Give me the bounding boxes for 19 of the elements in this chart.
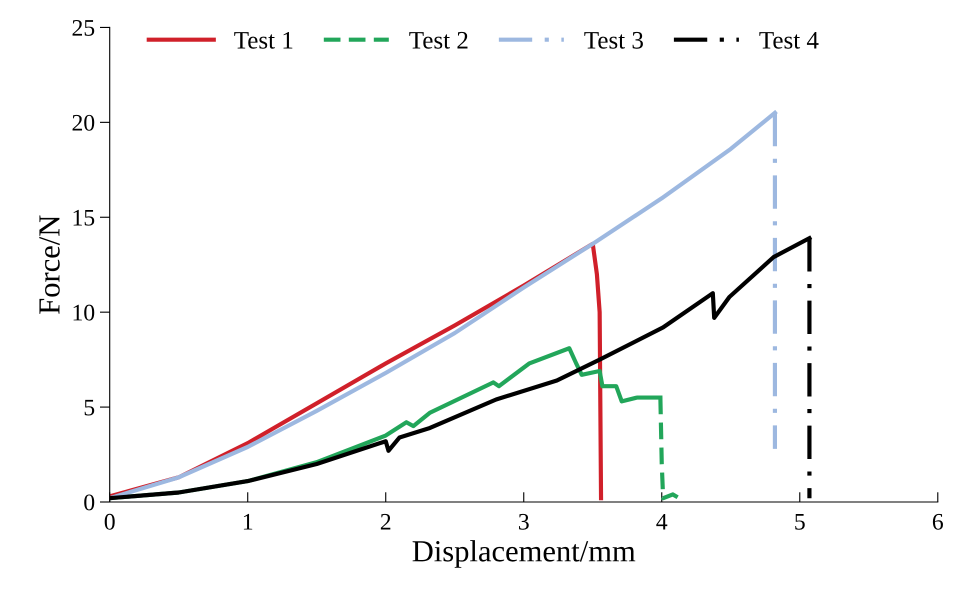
- x-axis-title: Displacement/mm: [412, 540, 636, 568]
- y-tick-label: 15: [74, 210, 94, 226]
- legend-label: Test 1: [234, 32, 292, 49]
- y-tick-label: 25: [72, 20, 94, 36]
- x-tick-label: 4: [656, 514, 668, 530]
- legend-label: Test 4: [759, 32, 819, 49]
- y-axis-title: Force/N: [39, 215, 60, 314]
- x-tick-label: 5: [795, 514, 805, 530]
- legend-label: Test 2: [409, 32, 468, 49]
- x-tick-label: 6: [932, 514, 943, 530]
- legend-label: Test 3: [584, 32, 643, 49]
- y-tick-label: 0: [84, 494, 94, 510]
- x-tick-label: 3: [518, 514, 529, 530]
- x-tick-label: 1: [244, 514, 252, 530]
- x-tick-label: 2: [380, 514, 390, 530]
- y-tick-label: 5: [84, 400, 94, 416]
- x-tick-label: 0: [104, 514, 115, 530]
- y-tick-label: 20: [72, 114, 94, 131]
- y-tick-label: 10: [74, 304, 94, 321]
